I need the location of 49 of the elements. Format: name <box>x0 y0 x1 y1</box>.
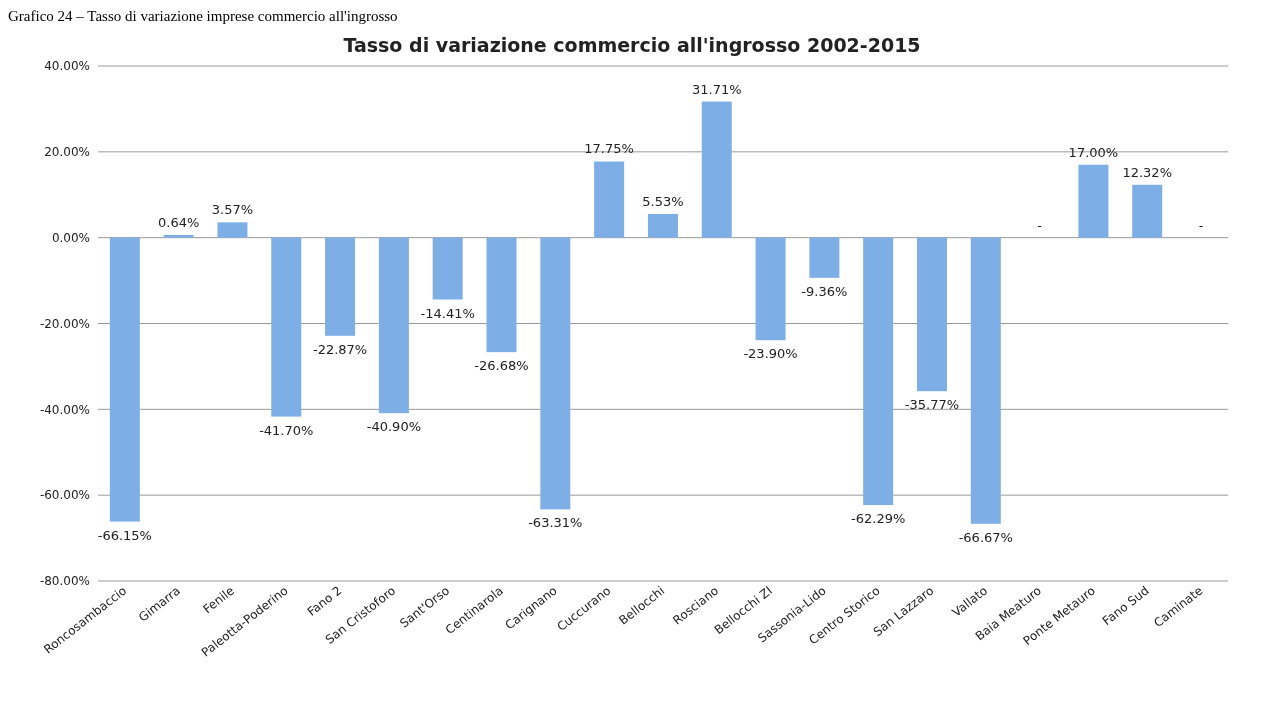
bar <box>755 237 786 341</box>
data-label: -41.70% <box>259 422 314 438</box>
bar <box>378 237 409 414</box>
data-label: -40.90% <box>366 419 422 435</box>
bar <box>863 237 894 505</box>
data-label: -23.90% <box>743 346 798 362</box>
data-label: 31.71% <box>691 81 742 97</box>
bar <box>271 237 302 417</box>
bar <box>163 234 194 238</box>
data-label: - <box>1037 217 1043 233</box>
data-label: -26.68% <box>474 358 529 374</box>
y-tick-label: -20.00% <box>39 316 90 331</box>
data-label: 5.53% <box>642 193 684 209</box>
y-tick-label: 40.00% <box>44 59 90 74</box>
text: Grafico 24 – Tasso di variazione imprese commercio all'ingrosso <box>8 8 399 26</box>
bar <box>217 222 248 238</box>
bar <box>809 237 840 278</box>
bar <box>594 161 625 238</box>
data-label: -35.77% <box>904 397 960 413</box>
data-label: -62.29% <box>851 510 906 526</box>
data-label: 0.64% <box>157 214 200 230</box>
bar <box>1132 184 1163 238</box>
y-tick-label: -60.00% <box>39 488 90 503</box>
y-tick-label: -40.00% <box>39 402 90 417</box>
bar <box>916 237 947 392</box>
data-label: 12.32% <box>1122 164 1173 180</box>
data-label: - <box>1198 217 1204 233</box>
data-label: 17.00% <box>1068 144 1119 160</box>
data-label: -14.41% <box>420 305 475 321</box>
data-label: -66.15% <box>97 527 152 543</box>
y-tick-label: -80.00% <box>39 574 90 589</box>
bar <box>109 237 140 522</box>
bar <box>325 237 356 336</box>
data-label: 17.75% <box>584 141 634 157</box>
y-tick-label: 20.00% <box>44 145 90 160</box>
bar <box>701 101 732 238</box>
data-label: -22.87% <box>312 341 368 357</box>
bar <box>970 237 1001 524</box>
bar <box>432 237 463 300</box>
data-label: -66.67% <box>958 529 1013 545</box>
bar <box>540 237 571 510</box>
data-label: 3.57% <box>211 202 254 218</box>
bar <box>647 213 678 238</box>
data-label: -63.31% <box>528 515 583 531</box>
data-label: -9.36% <box>801 283 848 299</box>
bar <box>1078 164 1109 238</box>
bar <box>486 237 517 353</box>
y-tick-label: 0.00% <box>51 230 90 245</box>
chart-title: Tasso di variazione commercio all'ingrosso 2002-2015 <box>342 34 922 56</box>
